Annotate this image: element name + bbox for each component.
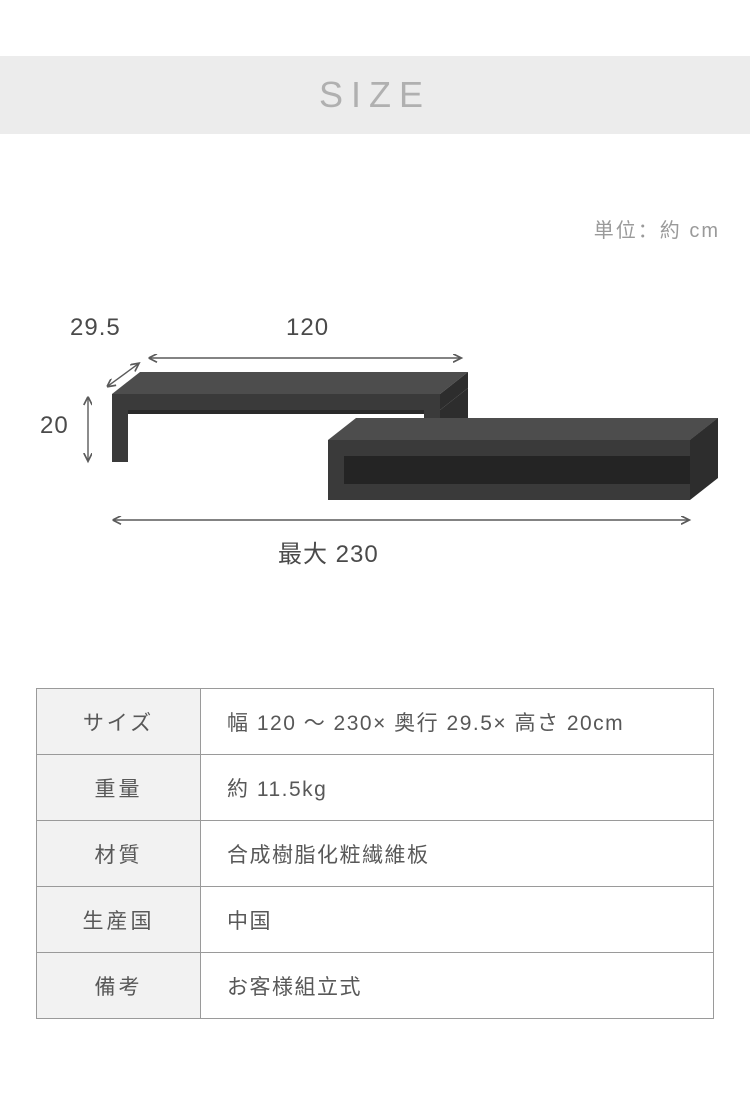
table-row: 備考 お客様組立式 [37,953,714,1019]
dim-depth-label: 29.5 [70,314,121,342]
spec-table-body: サイズ 幅 120 ～ 230× 奥行 29.5× 高さ 20cm 重量 約 1… [37,689,714,1019]
spec-value: 幅 120 ～ 230× 奥行 29.5× 高さ 20cm [201,689,714,755]
dim-width-label: 120 [286,314,329,342]
dim-height-label: 20 [40,412,69,440]
table-row: 材質 合成樹脂化粧繊維板 [37,821,714,887]
spec-value: 合成樹脂化粧繊維板 [201,821,714,887]
spec-value: お客様組立式 [201,953,714,1019]
spec-table: サイズ 幅 120 ～ 230× 奥行 29.5× 高さ 20cm 重量 約 1… [36,688,714,1019]
unit-note: 単位：約 cm [594,214,720,243]
spec-label: サイズ [37,689,201,755]
spec-value: 約 11.5kg [201,755,714,821]
dimension-diagram: 29.5 120 20 最大 230 [0,286,750,606]
size-header-band: SIZE [0,56,750,134]
size-title: SIZE [319,74,431,116]
dim-maxwidth-label: 最大 230 [278,534,379,569]
spec-value: 中国 [201,887,714,953]
spec-label: 備考 [37,953,201,1019]
table-row: 重量 約 11.5kg [37,755,714,821]
table-row: 生産国 中国 [37,887,714,953]
spec-label: 重量 [37,755,201,821]
spec-label: 生産国 [37,887,201,953]
table-row: サイズ 幅 120 ～ 230× 奥行 29.5× 高さ 20cm [37,689,714,755]
spec-label: 材質 [37,821,201,887]
